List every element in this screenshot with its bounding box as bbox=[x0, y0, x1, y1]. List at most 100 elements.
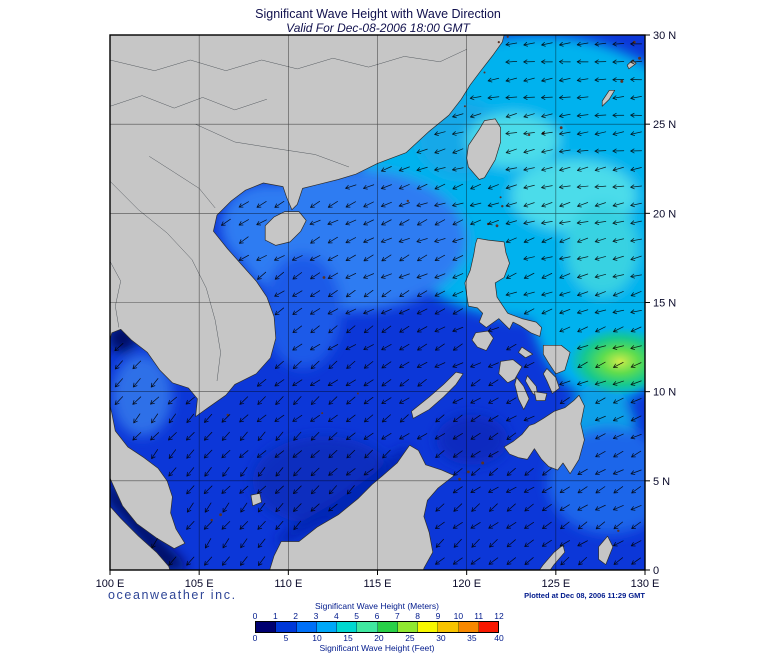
islet bbox=[210, 518, 213, 522]
legend-meters-tick: 2 bbox=[293, 611, 299, 621]
plotted-timestamp: Plotted at Dec 08, 2006 11:29 GMT bbox=[524, 591, 645, 600]
landmass bbox=[250, 492, 262, 507]
legend-feet-tick: 35 bbox=[467, 633, 477, 643]
legend-meters-tick: 6 bbox=[374, 611, 380, 621]
islet bbox=[463, 105, 466, 108]
legend-meters-tick: 10 bbox=[453, 611, 464, 621]
x-axis-label: 130 E bbox=[631, 578, 660, 590]
landmasses bbox=[110, 35, 642, 570]
landmass bbox=[534, 391, 548, 401]
islet bbox=[481, 461, 485, 465]
islet bbox=[356, 392, 359, 395]
islet bbox=[497, 41, 500, 44]
legend-feet-scale: 0 5 10 15 20 25 30 35 40 bbox=[252, 633, 504, 643]
chart-subtitle: Valid For Dec-08-2006 18:00 GMT bbox=[286, 21, 470, 35]
legend-meters-tick: 4 bbox=[333, 611, 339, 621]
legend-feet-tick: 15 bbox=[343, 633, 353, 643]
legend-colorbar bbox=[255, 621, 499, 633]
y-axis-label: 20 N bbox=[653, 208, 676, 220]
landmass bbox=[539, 544, 566, 570]
legend-meters-tick: 11 bbox=[474, 611, 484, 621]
legend-color-segment bbox=[256, 622, 277, 632]
wave-direction-arrows bbox=[114, 41, 642, 566]
x-axis-label: 105 E bbox=[185, 578, 214, 590]
landmass bbox=[518, 346, 534, 359]
axes: 100 E 105 E 110 E 115 E 120 E 125 E 130 E 30 N 2… bbox=[96, 30, 677, 590]
y-axis-label: 25 N bbox=[653, 119, 676, 131]
y-axis-label: 0 bbox=[653, 565, 659, 577]
legend-feet-tick: 25 bbox=[405, 633, 415, 643]
legend-feet-tick: 20 bbox=[374, 633, 384, 643]
oceanweather-branding: oceanweather inc. bbox=[108, 588, 237, 602]
landmass bbox=[514, 377, 530, 410]
legend-meters-tick: 5 bbox=[354, 611, 360, 621]
landmass bbox=[601, 89, 616, 107]
x-axis-label: 115 E bbox=[364, 578, 392, 590]
legend-meters-tick: 0 bbox=[252, 611, 258, 621]
landmass bbox=[264, 211, 307, 246]
x-axis-label: 110 E bbox=[274, 578, 302, 590]
islet bbox=[226, 413, 229, 417]
landmass bbox=[110, 505, 171, 570]
chart-title: Significant Wave Height with Wave Direct… bbox=[255, 7, 501, 21]
legend-color-segment bbox=[418, 622, 439, 632]
islet bbox=[495, 224, 499, 228]
legend-color-segment bbox=[397, 622, 418, 632]
y-axis-label: 30 N bbox=[653, 30, 676, 42]
legend-color-segment bbox=[357, 622, 378, 632]
legend-meters-tick: 1 bbox=[272, 611, 278, 621]
x-axis-label: 100 E bbox=[96, 578, 125, 590]
islet bbox=[638, 56, 642, 60]
islet bbox=[467, 470, 470, 474]
legend-meters-tick: 8 bbox=[415, 611, 421, 621]
landmass bbox=[411, 371, 464, 419]
legend-color-segment bbox=[377, 622, 398, 632]
landmass bbox=[466, 118, 501, 180]
islet bbox=[321, 412, 324, 415]
legend-feet-tick: 0 bbox=[252, 633, 258, 643]
landmass bbox=[110, 35, 505, 549]
legend-feet-label: Significant Wave Height (Feet) bbox=[319, 643, 435, 653]
legend-meters-label: Significant Wave Height (Meters) bbox=[315, 601, 439, 611]
islet bbox=[559, 126, 563, 130]
legend-color-segment bbox=[458, 622, 479, 632]
graticule bbox=[110, 35, 645, 570]
legend-feet-tick: 5 bbox=[283, 633, 289, 643]
landmass bbox=[542, 344, 571, 375]
landmass bbox=[503, 394, 585, 475]
islet bbox=[499, 196, 502, 199]
islet bbox=[506, 35, 509, 38]
legend-color-segment bbox=[337, 622, 358, 632]
landmass bbox=[498, 359, 523, 384]
y-axis-label: 15 N bbox=[653, 298, 676, 310]
islet bbox=[501, 205, 504, 208]
landmass bbox=[269, 444, 455, 570]
legend-meters-tick: 9 bbox=[435, 611, 441, 621]
islet bbox=[527, 133, 531, 137]
legend-color-segment bbox=[276, 622, 297, 632]
legend-color-segment bbox=[438, 622, 459, 632]
landmass bbox=[598, 535, 614, 565]
legend-meters-tick: 12 bbox=[494, 611, 504, 621]
legend-color-segment bbox=[316, 622, 337, 632]
islet bbox=[617, 529, 620, 532]
islet bbox=[483, 71, 486, 74]
islet bbox=[219, 513, 223, 517]
y-axis-label: 10 N bbox=[653, 387, 676, 399]
legend-color-segment bbox=[296, 622, 317, 632]
legend-color-segment bbox=[478, 622, 498, 632]
y-axis-label: 5 N bbox=[653, 476, 670, 488]
islet bbox=[620, 79, 624, 83]
x-axis-label: 120 E bbox=[452, 578, 481, 590]
legend-feet-tick: 40 bbox=[494, 633, 504, 643]
islet bbox=[406, 199, 409, 203]
islet bbox=[458, 477, 461, 481]
x-axis-label: 125 E bbox=[541, 578, 570, 590]
legend-meters-tick: 3 bbox=[313, 611, 319, 621]
legend-feet-tick: 10 bbox=[312, 633, 322, 643]
legend-meters-scale: 0 1 2 3 4 5 6 7 8 9 10 11 12 bbox=[252, 611, 504, 621]
high-wave-green-peak bbox=[568, 327, 645, 396]
